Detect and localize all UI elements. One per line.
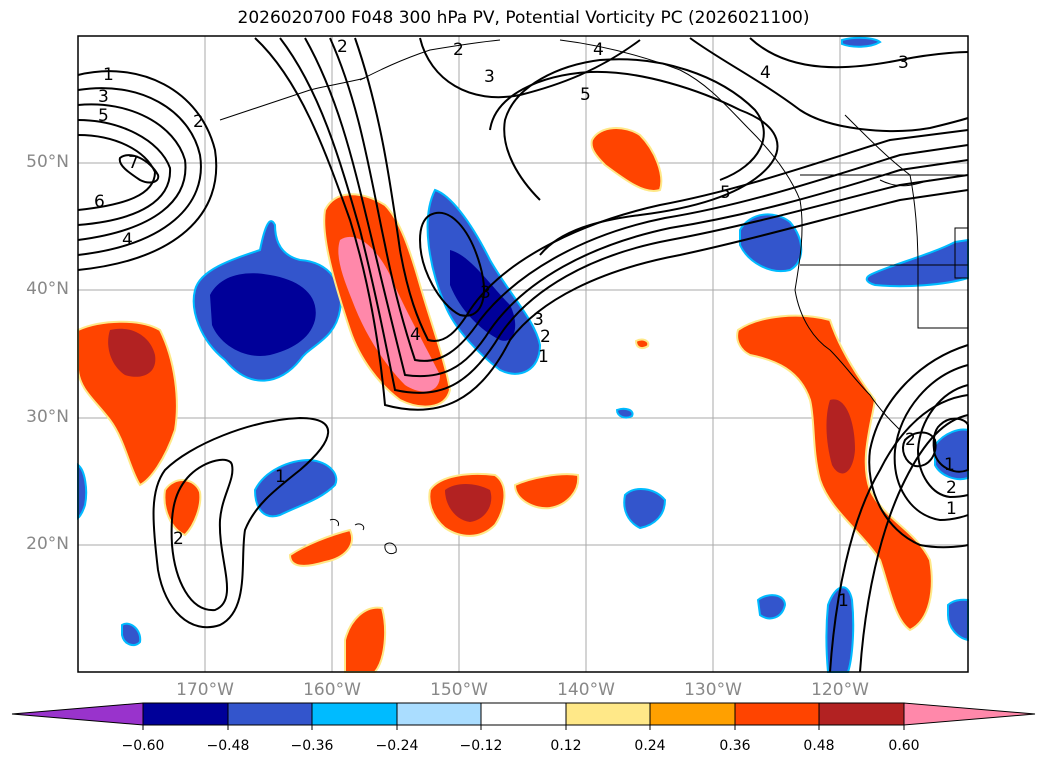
- colorbar-tick-label: 0.24: [634, 738, 666, 754]
- lon-label-170w: 170°W: [176, 680, 234, 700]
- pv-negative-region: [825, 586, 855, 673]
- contour-label: 3: [98, 87, 109, 107]
- contour-label: 2: [193, 112, 204, 132]
- colorbar-tick-label: −0.48: [206, 738, 250, 754]
- pv-negative-region: [121, 622, 142, 647]
- colorbar-tick-label: −0.24: [375, 738, 419, 754]
- contour-label: 6: [94, 192, 105, 212]
- colorbar-ticks: [142, 725, 905, 730]
- pv-negative-region: [77, 463, 88, 521]
- contour-lines: [77, 37, 969, 673]
- colorbar-extend-max: [903, 702, 1036, 726]
- colorbar-tick-label: −0.36: [290, 738, 334, 754]
- pv-positive-region: [163, 479, 202, 537]
- colorbar-bin: [227, 702, 313, 726]
- contour-label: 2: [453, 40, 464, 60]
- lat-label-20n: 20°N: [26, 534, 69, 554]
- contour-label: 2: [173, 529, 184, 549]
- colorbar-tick-label: 0.48: [803, 738, 835, 754]
- pv-positive-region: [344, 606, 387, 673]
- pv-positive-region: [590, 127, 663, 192]
- contour-label: 2: [337, 37, 348, 57]
- pv-positive-core: [826, 399, 855, 474]
- colorbar-bin: [565, 702, 651, 726]
- contour-label: 2: [540, 327, 551, 347]
- contour-label: 7: [128, 153, 139, 173]
- contour-label: 1: [946, 499, 957, 519]
- pv-negative-region: [615, 407, 634, 419]
- contour-label: 1: [275, 467, 286, 487]
- pv-positive-core: [108, 328, 156, 377]
- contour-label: 5: [720, 183, 731, 203]
- colorbar-tick-label: −0.60: [121, 738, 165, 754]
- colorbar-bin: [734, 702, 820, 726]
- contour-label: 1: [538, 347, 549, 367]
- contour-label: 1: [103, 65, 114, 85]
- pv-negative-region: [865, 238, 969, 288]
- colorbar-bin: [396, 702, 482, 726]
- pv-negative-region: [947, 598, 969, 642]
- colorbar-bin: [818, 702, 905, 726]
- contour-label: 4: [122, 230, 133, 250]
- contour-label: 4: [410, 325, 421, 345]
- pv-negative-region: [253, 458, 338, 518]
- contour-label: 2: [946, 478, 957, 498]
- pv-fill-regions: [77, 36, 969, 673]
- pv-positive-core: [445, 484, 492, 522]
- pv-positive-region: [288, 528, 353, 567]
- colorbar-bin: [649, 702, 736, 726]
- contour-label: 3: [898, 53, 909, 73]
- contour-label: 5: [98, 106, 109, 126]
- contour-label: 3: [480, 283, 491, 303]
- colorbar-tick-label: −0.12: [459, 738, 503, 754]
- contour-label: 4: [760, 63, 771, 83]
- coastlines: [219, 39, 969, 555]
- contour-label: 4: [593, 40, 604, 60]
- pv-positive-region: [634, 338, 650, 350]
- lat-label-50n: 50°N: [26, 152, 69, 172]
- colorbar-bin: [142, 702, 229, 726]
- pv-negative-region: [841, 36, 882, 48]
- map-title: 2026020700 F048 300 hPa PV, Potential Vo…: [237, 8, 810, 28]
- pv-positive-region: [736, 314, 933, 632]
- contour-label: 3: [484, 67, 495, 87]
- contour-label-group: 1 3 5 2 7 6 4 2 4 2 3 5 4 3 5 3 2 1 4 3 …: [94, 37, 957, 611]
- colorbar-extend-min: [11, 702, 144, 726]
- pv-negative-core: [210, 273, 316, 356]
- lon-label-160w: 160°W: [303, 680, 361, 700]
- contour-label: 3: [533, 310, 544, 330]
- colorbar-tick-label: 0.36: [719, 738, 751, 754]
- lat-label-30n: 30°N: [26, 407, 69, 427]
- colorbar-tick-label: 0.12: [550, 738, 582, 754]
- contour-label: 1: [838, 591, 849, 611]
- contour-label: 5: [580, 85, 591, 105]
- colorbar-bin: [311, 702, 398, 726]
- colorbar-bin: [480, 702, 567, 726]
- lon-label-130w: 130°W: [684, 680, 742, 700]
- pv-positive-region: [513, 473, 580, 510]
- pv-negative-region: [756, 594, 787, 620]
- lon-label-140w: 140°W: [557, 680, 615, 700]
- map-frame: [77, 35, 969, 673]
- colorbar-tick-label: 0.60: [888, 738, 920, 754]
- pv-negative-region: [623, 488, 667, 530]
- lon-label-150w: 150°W: [430, 680, 488, 700]
- lon-label-120w: 120°W: [811, 680, 869, 700]
- contour-label: 2: [905, 430, 916, 450]
- colorbar: [11, 702, 1036, 730]
- lat-label-40n: 40°N: [26, 279, 69, 299]
- contour-label: 1: [944, 455, 955, 475]
